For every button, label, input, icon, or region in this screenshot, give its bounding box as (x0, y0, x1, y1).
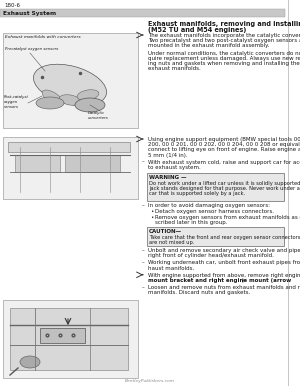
Bar (40, 328, 85, 343)
Text: Take care that the front and rear oxygen sensor connectors: Take care that the front and rear oxygen… (149, 235, 300, 240)
Text: Loosen and remove nuts from exhaust manifolds and remove: Loosen and remove nuts from exhaust mani… (148, 285, 300, 290)
Text: car that is supported solely by a jack.: car that is supported solely by a jack. (149, 191, 245, 196)
Text: mounted in the exhaust manifold assembly.: mounted in the exhaust manifold assembly… (148, 43, 269, 48)
Text: Exhaust manifolds, removing and installing: Exhaust manifolds, removing and installi… (148, 21, 300, 27)
Ellipse shape (42, 90, 62, 104)
Text: Exhaust manifolds with converters: Exhaust manifolds with converters (5, 35, 81, 39)
Bar (3, 137, 138, 199)
Text: •: • (150, 215, 153, 220)
Text: quire replacement unless damaged. Always use new retain-: quire replacement unless damaged. Always… (148, 56, 300, 61)
Text: mount bracket and right engine mount (arrow: mount bracket and right engine mount (ar… (148, 278, 291, 283)
Text: Exhaust System: Exhaust System (3, 10, 56, 15)
Text: (M52 TU and M54 engines): (M52 TU and M54 engines) (148, 27, 246, 33)
Text: In order to avoid damaging oxygen sensors:: In order to avoid damaging oxygen sensor… (148, 203, 270, 208)
Text: Two precatalyst and two post-catalyst oxygen sensors are: Two precatalyst and two post-catalyst ox… (148, 38, 300, 43)
Text: Using engine support equipment (BMW special tools 00 0: Using engine support equipment (BMW spec… (148, 137, 300, 142)
Text: BentleyPublishers.com: BentleyPublishers.com (125, 379, 175, 383)
Ellipse shape (20, 356, 40, 368)
Text: –: – (142, 160, 145, 165)
Text: With engine supported from above, remove right engine: With engine supported from above, remove… (148, 273, 300, 278)
Text: manifolds. Discard nuts and gaskets.: manifolds. Discard nuts and gaskets. (148, 290, 250, 295)
Text: •: • (150, 209, 153, 214)
Text: 5 mm (1/4 in).: 5 mm (1/4 in). (148, 152, 188, 157)
Text: Working underneath car, unbolt front exhaust pipes from ex-: Working underneath car, unbolt front exh… (148, 261, 300, 266)
Bar (15, 155, 60, 172)
Bar (8, 142, 130, 152)
Text: are not mixed up.: are not mixed up. (149, 240, 194, 245)
Text: exhaust manifolds.: exhaust manifolds. (148, 66, 201, 71)
Text: Post-catalyst
oxygen
sensors: Post-catalyst oxygen sensors (4, 95, 29, 109)
Ellipse shape (77, 90, 99, 100)
Ellipse shape (36, 97, 64, 109)
Text: –: – (142, 248, 145, 253)
Text: Under normal conditions, the catalytic converters do not re-: Under normal conditions, the catalytic c… (148, 51, 300, 56)
Bar (65, 155, 120, 172)
Text: Do not work under a lifted car unless it is solidly supported on: Do not work under a lifted car unless it… (149, 181, 300, 186)
Text: ing nuts and gaskets when removing and installing the: ing nuts and gaskets when removing and i… (148, 61, 300, 66)
Text: ).: ). (242, 278, 246, 283)
Text: Precatalyst oxygen sensors: Precatalyst oxygen sensors (5, 47, 58, 51)
Bar (3, 33, 138, 128)
Text: –: – (142, 203, 145, 208)
Text: jack stands designed for that purpose. Never work under a: jack stands designed for that purpose. N… (149, 186, 300, 191)
Text: right front of cylinder head/exhaust manifold.: right front of cylinder head/exhaust man… (148, 253, 274, 258)
Bar (10, 308, 128, 370)
Text: connect to lifting eye on front of engine. Raise engine approx.: connect to lifting eye on front of engin… (148, 147, 300, 152)
Bar (0, 9, 285, 17)
Text: 200, 00 0 201, 00 0 202, 00 0 204, 00 0 208 or equivalent),: 200, 00 0 201, 00 0 202, 00 0 204, 00 0 … (148, 142, 300, 147)
Text: –: – (142, 285, 145, 290)
Text: WARNING —: WARNING — (149, 175, 187, 180)
Ellipse shape (33, 64, 106, 106)
Bar (147, 227, 284, 246)
Bar (3, 300, 138, 378)
Text: Catalytic
converters: Catalytic converters (88, 111, 109, 120)
Text: Remove oxygen sensors from exhaust manifolds as de-: Remove oxygen sensors from exhaust manif… (155, 215, 300, 220)
Text: scribed later in this group.: scribed later in this group. (155, 220, 227, 225)
Text: Detach oxygen sensor harness connectors.: Detach oxygen sensor harness connectors. (155, 209, 274, 214)
Text: CAUTION—: CAUTION— (149, 229, 182, 234)
Ellipse shape (59, 95, 81, 105)
Text: haust manifolds.: haust manifolds. (148, 266, 194, 271)
Bar (147, 173, 284, 201)
Text: With exhaust system cold, raise and support car for access: With exhaust system cold, raise and supp… (148, 160, 300, 165)
Text: to exhaust system.: to exhaust system. (148, 165, 201, 170)
Text: Unbolt and remove secondary air check valve and pipe from: Unbolt and remove secondary air check va… (148, 248, 300, 253)
Text: 180-6: 180-6 (4, 3, 20, 8)
Text: The exhaust manifolds incorporate the catalytic converters.: The exhaust manifolds incorporate the ca… (148, 33, 300, 38)
Text: –: – (142, 261, 145, 266)
Ellipse shape (75, 98, 105, 112)
